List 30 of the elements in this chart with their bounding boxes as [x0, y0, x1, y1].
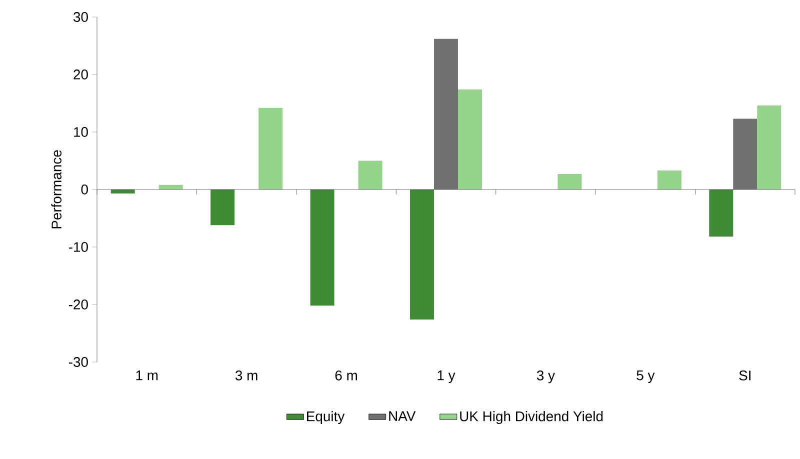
- bar: [358, 160, 382, 190]
- y-axis-title: Performance: [51, 150, 62, 228]
- y-tick-label: 0: [81, 184, 88, 194]
- x-tick-label: 3 y: [536, 370, 555, 384]
- bar: [258, 108, 283, 190]
- x-tick-label: 1 y: [438, 370, 456, 384]
- x-tick-label: 6 m: [335, 370, 357, 380]
- bar: [733, 118, 758, 190]
- legend-label: Equity: [307, 411, 345, 424]
- x-tick-label: 3 m: [235, 370, 258, 380]
- legend-label: UK High Dividend Yield: [460, 411, 603, 424]
- x-tick-label: 5 y: [636, 370, 655, 384]
- y-tick-label: -20: [68, 300, 88, 310]
- bar: [210, 190, 235, 226]
- y-tick-label: -30: [68, 357, 88, 367]
- x-tick-label: 1 m: [136, 370, 158, 380]
- bar: [410, 190, 434, 320]
- bar: [310, 190, 334, 306]
- y-tick-label: 20: [74, 70, 88, 80]
- bar: [709, 190, 734, 237]
- y-tick-label: -10: [68, 242, 88, 252]
- bar: [434, 38, 458, 190]
- bar: [757, 106, 782, 190]
- legend-label: NAV: [389, 411, 416, 421]
- y-tick-label: 30: [73, 12, 88, 22]
- bar: [558, 174, 582, 190]
- bar: [458, 89, 482, 190]
- y-tick-label: 10: [74, 127, 88, 137]
- x-tick-label: SI: [739, 370, 750, 380]
- bar: [657, 170, 682, 190]
